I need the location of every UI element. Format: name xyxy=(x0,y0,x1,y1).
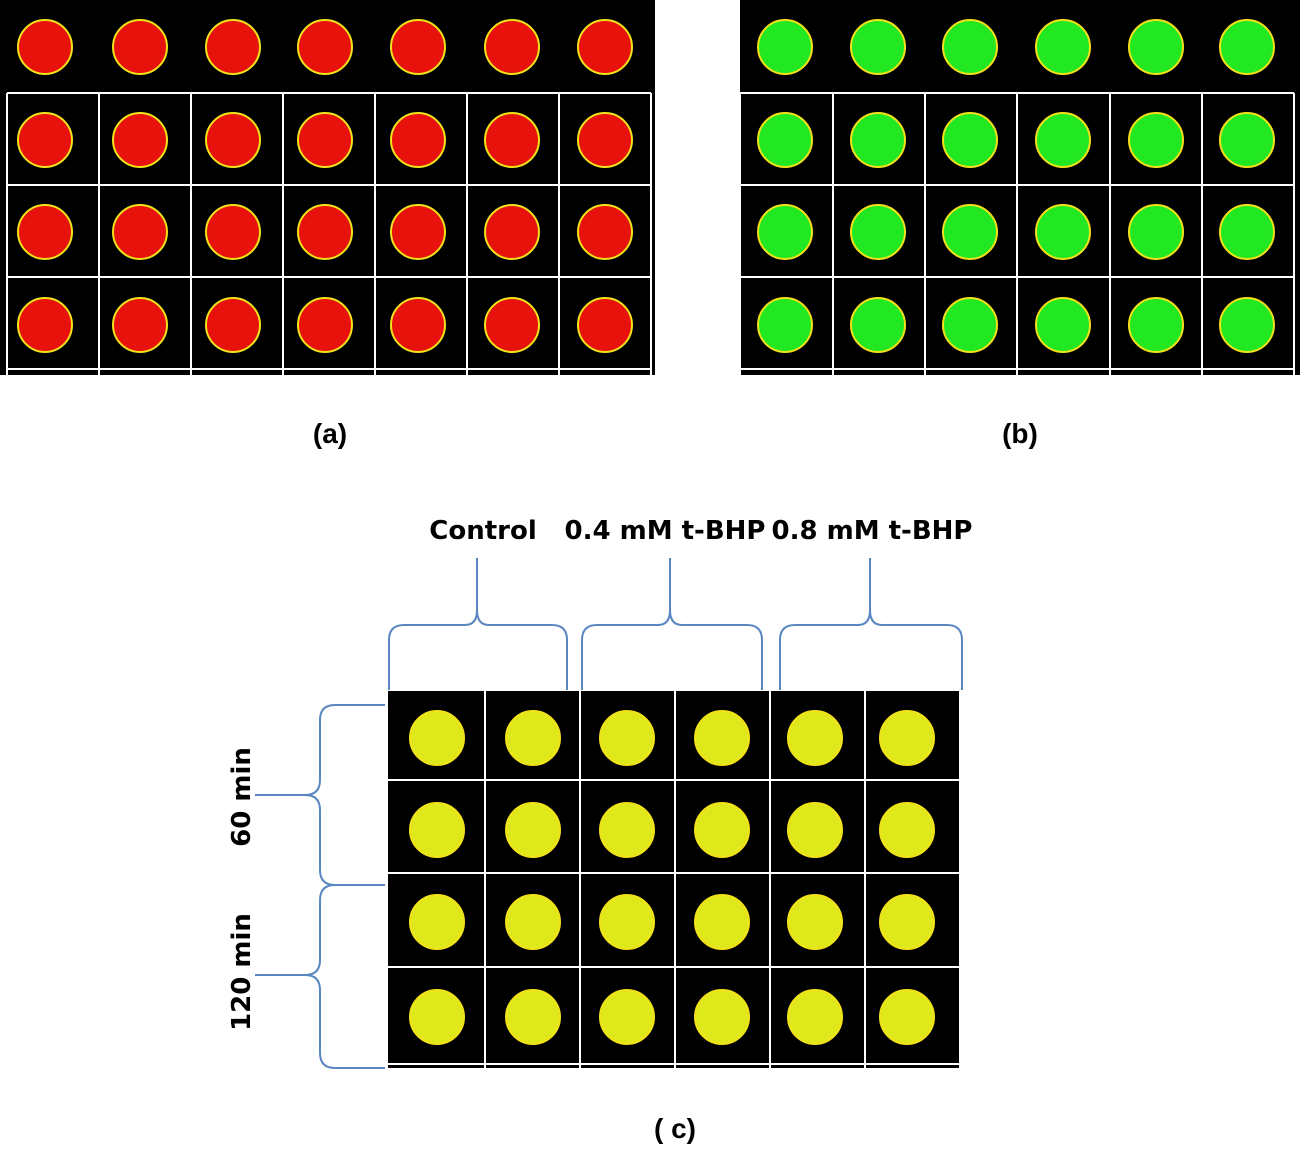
well xyxy=(484,19,540,75)
well xyxy=(1128,112,1184,168)
well xyxy=(694,894,750,950)
well xyxy=(205,297,261,353)
well xyxy=(1128,19,1184,75)
well xyxy=(599,989,655,1045)
well xyxy=(1219,204,1275,260)
well xyxy=(112,112,168,168)
well xyxy=(390,19,446,75)
column-group-label: 0.8 mM t-BHP xyxy=(772,516,973,546)
well xyxy=(879,989,935,1045)
well xyxy=(112,19,168,75)
well xyxy=(112,297,168,353)
well xyxy=(390,297,446,353)
well xyxy=(577,112,633,168)
well xyxy=(205,112,261,168)
well xyxy=(205,19,261,75)
well xyxy=(787,802,843,858)
brace xyxy=(255,884,385,1069)
brace xyxy=(779,558,963,690)
well xyxy=(577,297,633,353)
row-group-label: 60 min xyxy=(227,747,257,847)
well xyxy=(409,710,465,766)
panel-label: (a) xyxy=(313,418,347,449)
well xyxy=(942,204,998,260)
well xyxy=(1128,297,1184,353)
well xyxy=(409,802,465,858)
well xyxy=(1219,19,1275,75)
well xyxy=(484,297,540,353)
well xyxy=(505,802,561,858)
well xyxy=(787,989,843,1045)
well xyxy=(879,894,935,950)
well xyxy=(599,802,655,858)
well xyxy=(879,802,935,858)
well xyxy=(599,710,655,766)
row-group-label: 120 min xyxy=(227,913,257,1031)
well xyxy=(577,204,633,260)
well xyxy=(484,112,540,168)
well xyxy=(879,710,935,766)
brace xyxy=(581,558,763,690)
panel-label: (b) xyxy=(1002,418,1038,449)
well xyxy=(850,297,906,353)
well xyxy=(787,894,843,950)
well xyxy=(599,894,655,950)
well xyxy=(942,112,998,168)
well xyxy=(1035,19,1091,75)
well xyxy=(850,112,906,168)
well xyxy=(757,204,813,260)
well xyxy=(1035,297,1091,353)
well xyxy=(757,297,813,353)
panel-b-plate xyxy=(740,0,1300,375)
well xyxy=(297,19,353,75)
brace xyxy=(388,558,568,690)
brace xyxy=(255,704,385,886)
well xyxy=(1219,297,1275,353)
well xyxy=(505,989,561,1045)
well xyxy=(390,112,446,168)
well xyxy=(17,19,73,75)
braces xyxy=(255,558,963,1069)
well xyxy=(505,894,561,950)
well xyxy=(17,112,73,168)
well xyxy=(694,989,750,1045)
well xyxy=(409,894,465,950)
well xyxy=(297,297,353,353)
well xyxy=(577,19,633,75)
well xyxy=(694,802,750,858)
well xyxy=(694,710,750,766)
well xyxy=(484,204,540,260)
well xyxy=(297,112,353,168)
wells xyxy=(6,19,1295,1068)
well xyxy=(1035,112,1091,168)
column-group-label: Control xyxy=(429,516,536,546)
well xyxy=(1128,204,1184,260)
well xyxy=(942,297,998,353)
well xyxy=(942,19,998,75)
well xyxy=(205,204,261,260)
well xyxy=(17,204,73,260)
well xyxy=(505,710,561,766)
well xyxy=(409,989,465,1045)
well xyxy=(757,112,813,168)
panel-label: ( c) xyxy=(654,1113,696,1144)
well xyxy=(297,204,353,260)
well xyxy=(1219,112,1275,168)
well xyxy=(17,297,73,353)
well xyxy=(850,19,906,75)
well xyxy=(757,19,813,75)
well xyxy=(850,204,906,260)
well xyxy=(390,204,446,260)
well xyxy=(787,710,843,766)
well xyxy=(112,204,168,260)
column-group-label: 0.4 mM t-BHP xyxy=(565,516,766,546)
well xyxy=(1035,204,1091,260)
panel-c-plate xyxy=(387,690,960,1068)
